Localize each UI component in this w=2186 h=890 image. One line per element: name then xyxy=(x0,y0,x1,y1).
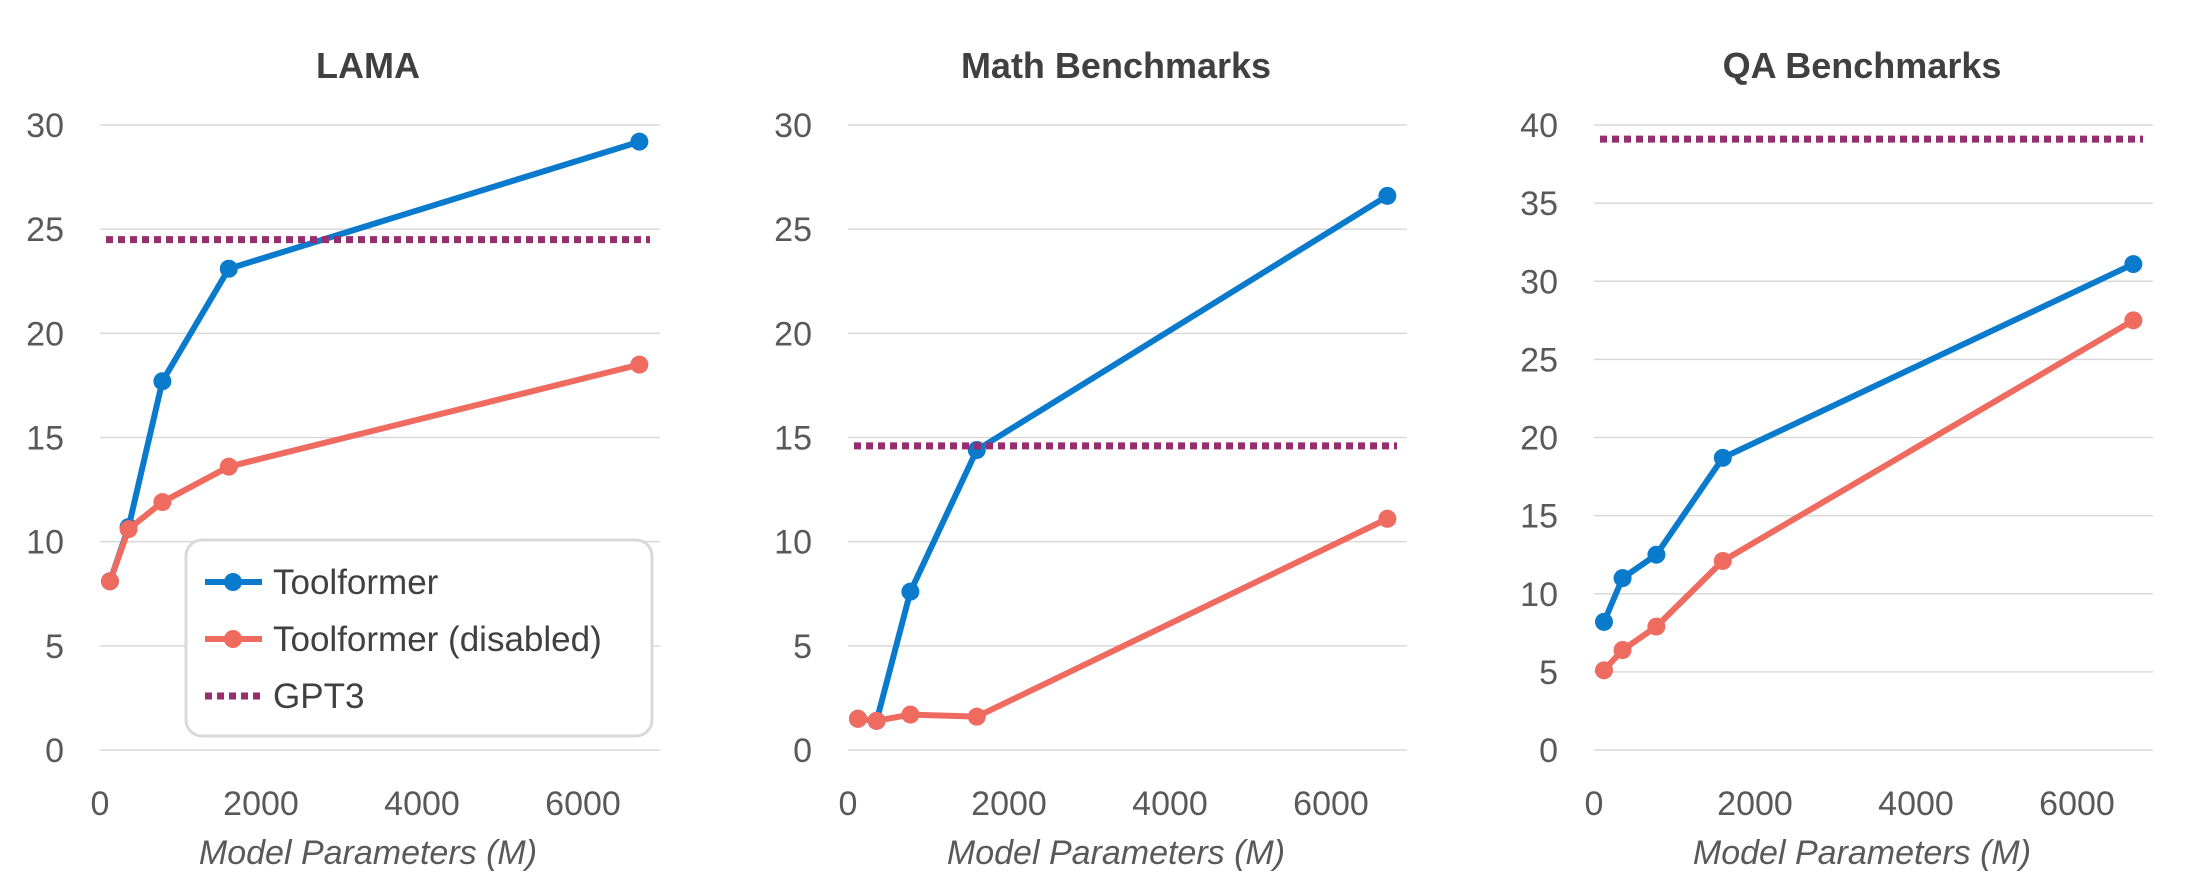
data-point-toolformer-disabled xyxy=(1713,551,1732,570)
y-tick-label: 40 xyxy=(1520,107,1558,145)
x-axis-label: Model Parameters (M) xyxy=(947,834,1285,872)
data-point-toolformer-disabled xyxy=(1594,661,1613,680)
x-tick-label: 4000 xyxy=(1132,785,1208,823)
y-tick-label: 30 xyxy=(1520,263,1558,301)
x-tick-label: 2000 xyxy=(223,785,299,823)
data-point-toolformer-disabled xyxy=(2124,311,2143,330)
data-point-toolformer-disabled xyxy=(219,457,238,476)
data-point-toolformer xyxy=(1594,612,1613,631)
data-point-toolformer-disabled xyxy=(1378,509,1397,528)
y-tick-label: 0 xyxy=(1539,732,1558,770)
data-point-toolformer xyxy=(967,441,986,459)
x-tick-label: 0 xyxy=(839,785,858,823)
legend: Toolformer Toolformer (disabled) GPT3 xyxy=(184,538,654,738)
data-point-toolformer-disabled xyxy=(967,707,986,726)
x-tick-label: 0 xyxy=(91,785,110,823)
y-tick-label: 20 xyxy=(1520,420,1558,458)
y-tick-label: 20 xyxy=(26,315,64,353)
y-tick-label: 5 xyxy=(45,628,64,666)
y-tick-label: 0 xyxy=(793,732,812,770)
series-line-toolformer xyxy=(857,193,1389,724)
x-tick-label: 6000 xyxy=(2039,785,2115,823)
legend-marker-toolformer_disabled xyxy=(224,630,242,648)
y-tick-label: 10 xyxy=(26,524,64,562)
data-point-toolformer xyxy=(2124,255,2143,274)
x-tick-label: 6000 xyxy=(1293,785,1369,823)
legend-label: Toolformer xyxy=(273,563,439,602)
panel-qa-benchmarks: QA Benchmarks 0 5 10 15 20 25 30 35 40 0 2000 4000 60… xyxy=(1520,45,2153,872)
x-tick-label: 2000 xyxy=(971,785,1047,823)
data-point-toolformer xyxy=(1713,448,1732,467)
y-tick-label: 30 xyxy=(774,107,812,145)
y-tick-label: 15 xyxy=(26,420,64,458)
x-tick-label: 4000 xyxy=(1878,785,1954,823)
y-tick-label: 25 xyxy=(774,211,812,249)
data-point-toolformer-disabled xyxy=(100,572,119,591)
y-tick-label: 35 xyxy=(1520,185,1558,223)
y-tick-label: 5 xyxy=(1539,654,1558,692)
x-tick-label: 2000 xyxy=(1717,785,1793,823)
legend-box xyxy=(184,538,654,738)
legend-marker-toolformer xyxy=(224,573,242,591)
data-point-toolformer xyxy=(1378,186,1397,205)
data-point-toolformer-disabled xyxy=(867,711,886,730)
data-point-toolformer-disabled xyxy=(630,355,649,374)
chart-title: Math Benchmarks xyxy=(961,45,1271,86)
x-axis-label: Model Parameters (M) xyxy=(1693,834,2031,872)
data-point-toolformer xyxy=(1647,545,1666,564)
chart-title: QA Benchmarks xyxy=(1723,45,2002,86)
legend-label: Toolformer (disabled) xyxy=(273,620,602,659)
y-tick-label: 10 xyxy=(774,524,812,562)
data-point-toolformer xyxy=(630,132,649,151)
x-tick-label: 0 xyxy=(1585,785,1604,823)
y-tick-label: 10 xyxy=(1520,576,1558,614)
data-point-toolformer xyxy=(1613,569,1632,588)
data-point-toolformer xyxy=(901,582,920,601)
data-point-toolformer-disabled xyxy=(901,705,920,724)
y-tick-label: 30 xyxy=(26,107,64,145)
data-point-toolformer-disabled xyxy=(119,520,138,539)
legend-label: GPT3 xyxy=(273,677,364,716)
data-point-toolformer xyxy=(219,259,238,278)
data-point-toolformer-disabled xyxy=(153,493,172,512)
y-tick-label: 5 xyxy=(793,628,812,666)
x-tick-label: 6000 xyxy=(545,785,621,823)
data-point-toolformer-disabled xyxy=(848,709,867,728)
data-point-toolformer-disabled xyxy=(1647,617,1666,636)
y-tick-label: 20 xyxy=(774,315,812,353)
series-line-toolformer-disabled xyxy=(857,516,1389,724)
data-point-toolformer xyxy=(153,372,172,391)
y-tick-label: 25 xyxy=(1520,341,1558,379)
x-axis-label: Model Parameters (M) xyxy=(199,834,537,872)
x-tick-label: 4000 xyxy=(384,785,460,823)
series-line-toolformer xyxy=(107,138,641,583)
series-line-toolformer-disabled xyxy=(1601,317,2135,673)
y-tick-label: 15 xyxy=(774,420,812,458)
series-line-toolformer xyxy=(1601,261,2135,624)
data-point-toolformer-disabled xyxy=(1613,641,1632,659)
panel-math-benchmarks: Math Benchmarks 0 5 10 15 20 25 30 0 2000 4000 6000… xyxy=(774,45,1407,872)
chart-title: LAMA xyxy=(316,45,420,86)
y-tick-label: 15 xyxy=(1520,498,1558,536)
y-tick-label: 25 xyxy=(26,211,64,249)
y-tick-label: 0 xyxy=(45,732,64,770)
